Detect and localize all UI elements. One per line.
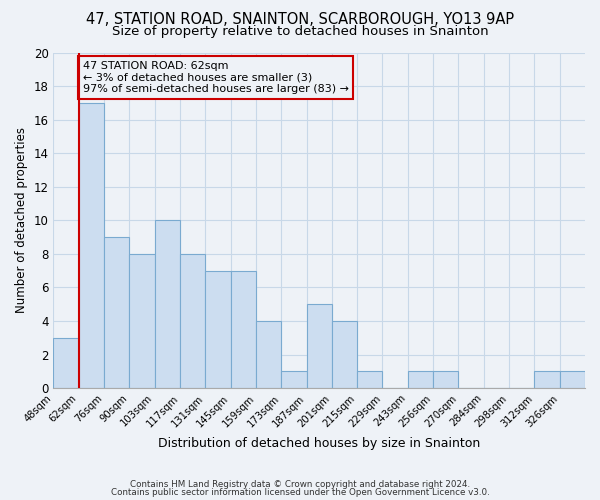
Bar [408, 372, 433, 388]
Bar [104, 237, 130, 388]
Bar [130, 254, 155, 388]
X-axis label: Distribution of detached houses by size in Snainton: Distribution of detached houses by size … [158, 437, 481, 450]
Y-axis label: Number of detached properties: Number of detached properties [15, 128, 28, 314]
Bar [560, 372, 585, 388]
Bar [433, 372, 458, 388]
Bar [281, 372, 307, 388]
Bar [79, 103, 104, 388]
Bar [155, 220, 180, 388]
Text: Size of property relative to detached houses in Snainton: Size of property relative to detached ho… [112, 25, 488, 38]
Bar [53, 338, 79, 388]
Bar [230, 270, 256, 388]
Text: Contains public sector information licensed under the Open Government Licence v3: Contains public sector information licen… [110, 488, 490, 497]
Bar [332, 321, 357, 388]
Bar [205, 270, 230, 388]
Bar [256, 321, 281, 388]
Bar [357, 372, 382, 388]
Bar [535, 372, 560, 388]
Text: 47 STATION ROAD: 62sqm
← 3% of detached houses are smaller (3)
97% of semi-detac: 47 STATION ROAD: 62sqm ← 3% of detached … [83, 61, 349, 94]
Bar [307, 304, 332, 388]
Text: 47, STATION ROAD, SNAINTON, SCARBOROUGH, YO13 9AP: 47, STATION ROAD, SNAINTON, SCARBOROUGH,… [86, 12, 514, 28]
Bar [180, 254, 205, 388]
Text: Contains HM Land Registry data © Crown copyright and database right 2024.: Contains HM Land Registry data © Crown c… [130, 480, 470, 489]
